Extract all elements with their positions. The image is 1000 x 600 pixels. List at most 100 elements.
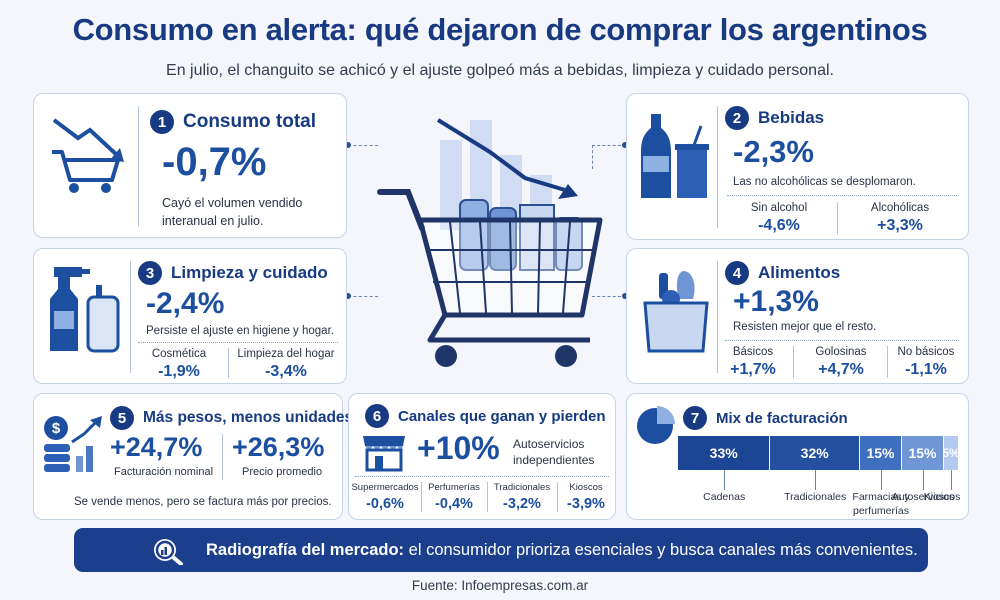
divider <box>717 261 718 373</box>
card-value: -2,4% <box>146 287 225 320</box>
sub-stat-label: Tradicionales <box>493 482 551 493</box>
sub-stat: Perfumerías -0,4% <box>423 482 485 512</box>
mix-category-label: Autoservicios <box>891 491 955 503</box>
sub-stat-value: -3,9% <box>567 496 605 512</box>
mix-label-connector <box>881 470 882 490</box>
card-value: +1,3% <box>733 285 819 318</box>
card-alimentos: 4 Alimentos +1,3% Resisten mejor que el … <box>626 248 969 384</box>
sub-stat-value: -3,4% <box>265 363 307 380</box>
mix-bar-segment: 33% <box>678 436 770 470</box>
card-title: Alimentos <box>758 263 841 282</box>
mix-label-connector <box>815 470 817 490</box>
connector <box>592 145 593 169</box>
mix-category-label: Farmacias y perfumerías <box>852 491 910 517</box>
card-number: 1 <box>150 110 174 134</box>
money-growth-icon: $ <box>44 416 102 472</box>
trend-arrowhead <box>558 184 578 199</box>
sub-stat-value: -1,1% <box>905 361 947 378</box>
divider <box>837 202 838 234</box>
card-title: Mix de facturación <box>716 409 848 427</box>
cart-wheel-left <box>435 345 457 367</box>
card-limpieza: 3 Limpieza y cuidado -2,4% Persiste el a… <box>33 248 347 384</box>
divider <box>557 482 558 512</box>
divider <box>421 482 422 512</box>
banner-text: el consumidor prioriza esenciales y busc… <box>404 540 918 559</box>
sub-stat-value: +1,7% <box>730 361 776 378</box>
sub-stat-label: Limpieza del hogar <box>237 348 335 360</box>
card-number: 5 <box>110 406 134 430</box>
sub-stat-label: Cosmética <box>151 348 207 360</box>
mix-bar-segment: 5% <box>942 436 960 470</box>
divider <box>138 106 139 226</box>
grocery-bag-icon <box>643 271 709 353</box>
mix-category-label: Kioscos <box>923 491 961 503</box>
product-box <box>519 204 555 271</box>
sub-stat-label: No básicos <box>897 346 955 358</box>
card-number: 2 <box>725 106 749 130</box>
desc-line: independientes <box>513 453 595 468</box>
connector <box>348 296 378 297</box>
card-title: Bebidas <box>758 108 825 127</box>
sub-stat: Golosinas +4,7% <box>799 346 883 379</box>
card-number: 4 <box>725 261 749 285</box>
card-description: Cayó el volumen vendido interanual en ju… <box>162 194 302 230</box>
connector <box>592 296 626 297</box>
sub-stat: No básicos -1,1% <box>889 346 963 379</box>
sub-stat: Limpieza del hogar -3,4% <box>230 348 342 381</box>
card-bebidas: 2 Bebidas -2,3% Las no alcohólicas se de… <box>626 93 969 240</box>
sub-stat: Sin alcohol -4,6% <box>725 202 833 235</box>
card-title: Consumo total <box>183 111 316 132</box>
mix-bar-segment: 32% <box>770 436 859 470</box>
desc-line: interanual en julio. <box>162 214 264 229</box>
cart-down-icon <box>52 118 124 193</box>
card-number: 7 <box>683 406 707 430</box>
mix-category-label: Tradicionales <box>784 491 847 503</box>
page-title: Consumo en alerta: qué dejaron de compra… <box>72 12 928 47</box>
banner-bold: Radiografía del mercado: <box>206 540 405 559</box>
magnifier-chart-icon <box>154 539 183 565</box>
card-value: -0,7% <box>162 140 267 184</box>
divider <box>887 346 888 378</box>
sub-stat: Cosmética -1,9% <box>134 348 224 381</box>
card-number: 6 <box>365 404 389 428</box>
divider <box>725 340 959 341</box>
shopping-cart-illustration <box>377 118 603 367</box>
cart-base <box>427 313 590 343</box>
sub-stat: Básicos +1,7% <box>719 346 787 379</box>
card-number: 3 <box>138 261 162 285</box>
connector <box>592 145 626 146</box>
card-title: Más pesos, menos unidades <box>143 409 354 426</box>
divider <box>138 342 338 343</box>
sub-stat: Alcohólicas +3,3% <box>841 202 959 235</box>
bg-bar-1 <box>440 140 462 230</box>
sub-stat-label: Alcohólicas <box>870 202 930 214</box>
sub-stat: Supermercados -0,6% <box>351 482 419 512</box>
card-title: Limpieza y cuidado <box>171 263 328 282</box>
cleaning-products-icon <box>50 267 120 353</box>
sub-stat-label: Supermercados <box>351 482 419 493</box>
card-description: Se vende menos, pero se factura más por … <box>74 496 332 508</box>
connector-dot <box>345 142 351 148</box>
summary-banner: Radiografía del mercado: el consumidor p… <box>74 528 928 572</box>
mix-category-label: Cadenas <box>703 491 746 503</box>
mix-bar-segment: 15% <box>860 436 901 470</box>
average-price-value: +26,3% <box>232 432 325 462</box>
card-description: Resisten mejor que el resto. <box>733 321 877 333</box>
drinks-icon <box>641 114 709 198</box>
divider <box>355 476 609 477</box>
sub-stat-value: +3,3% <box>877 217 923 234</box>
divider <box>717 106 718 228</box>
sub-stat-value: -3,2% <box>503 496 541 512</box>
page-subtitle: En julio, el changuito se achicó y el aj… <box>166 62 834 79</box>
sub-stat-label: Sin alcohol <box>750 202 808 214</box>
desc-line: Cayó el volumen vendido <box>162 196 303 210</box>
divider <box>130 261 131 373</box>
pie-chart-icon <box>637 406 675 444</box>
nominal-billing-label: Facturación nominal <box>114 466 214 478</box>
sub-stat-value: -1,9% <box>158 363 200 380</box>
sub-stat-label: Kioscos <box>569 482 603 493</box>
divider <box>222 434 223 480</box>
divider <box>793 346 794 378</box>
mix-label-connector <box>724 470 726 490</box>
sub-stat-value: +4,7% <box>818 361 864 378</box>
